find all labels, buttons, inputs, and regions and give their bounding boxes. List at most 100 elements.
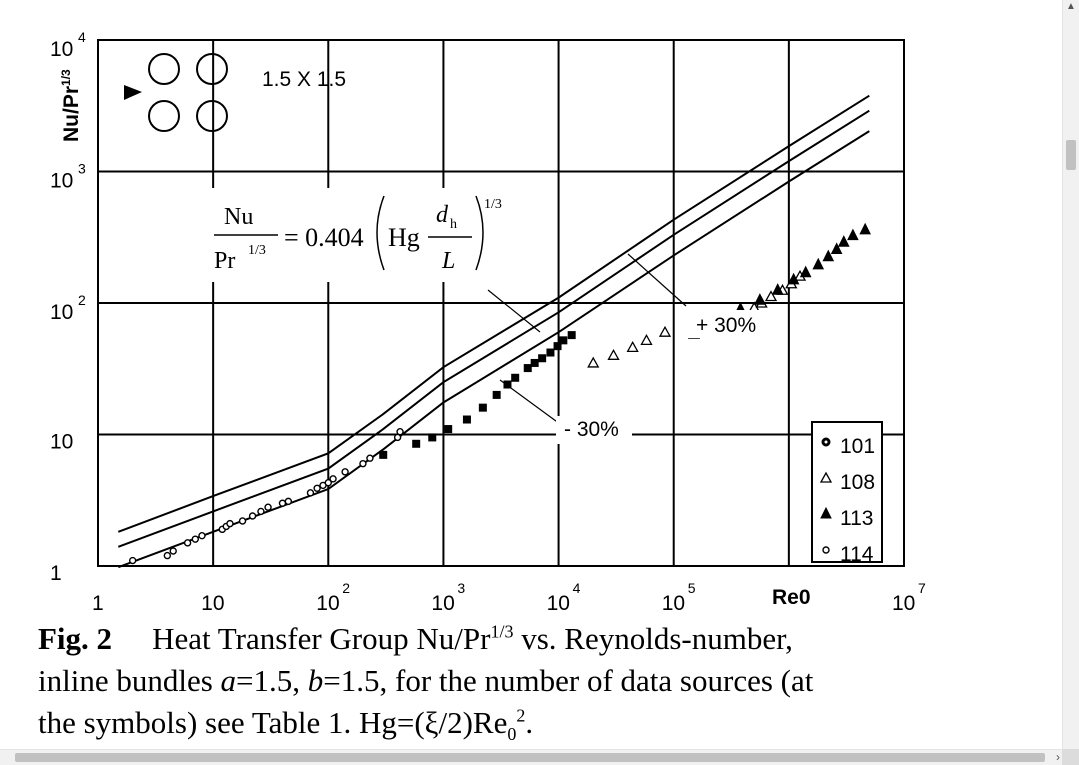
legend-item-101: 101 <box>821 435 875 458</box>
data-point-108 <box>587 356 600 368</box>
x-tick: 103 <box>431 580 465 615</box>
vertical-scroll-thumb[interactable] <box>1066 140 1076 170</box>
document-view: 1 10 10 2 10 3 10 4 10 5 10 7 1 10 10 2 10 3 10 4 Re0 Nu/P… <box>38 29 968 744</box>
geometry-label: 1.5 X 1.5 <box>262 68 346 91</box>
data-point-113 <box>837 235 850 247</box>
data-point-113 <box>822 249 835 262</box>
data-point-113 <box>799 265 812 278</box>
data-point-114 <box>257 507 265 516</box>
fit-line-correlation <box>117 109 870 548</box>
legend: 101 108 113 114 <box>811 421 883 566</box>
vertical-scrollbar[interactable]: ▲ <box>1062 0 1079 749</box>
caption-line-2: inline bundles a=1.5, b=1.5, for the num… <box>38 660 968 702</box>
y-tick-label: 10 <box>50 38 73 61</box>
x-tick-label: 10 <box>316 592 339 615</box>
y-tick-label: 10 <box>50 301 73 324</box>
data-point-114 <box>198 531 206 540</box>
tube-circle <box>196 53 228 85</box>
x-tick: 1 <box>92 592 104 615</box>
scrollbar-corner <box>1062 749 1079 765</box>
data-point-114 <box>284 497 293 506</box>
legend-item-108: 108 <box>819 471 875 494</box>
y-axis-label-exp: 1/3 <box>59 69 73 86</box>
data-point-101 <box>444 425 453 434</box>
data-point-114 <box>183 539 192 547</box>
caption-line-2-a: inline bundles <box>38 663 221 698</box>
equation-left-paren <box>376 195 385 271</box>
y-tick-labels: 1 10 10 2 10 3 10 4 <box>50 29 86 585</box>
equation-l: L <box>441 248 455 274</box>
data-point-108 <box>626 341 639 352</box>
minus-band-label-bg <box>556 416 632 444</box>
y-tick-exponent: 4 <box>78 29 86 45</box>
equation-leader <box>487 289 541 333</box>
plus-band-leader <box>627 253 687 307</box>
series-114 <box>128 428 404 565</box>
data-point-114 <box>324 478 332 487</box>
y-tick-label: 10 <box>50 431 73 454</box>
caption-line-2-b: =1.5, <box>236 663 308 698</box>
y-axis-label-text: Nu/Pr <box>60 86 83 142</box>
x-tick: 105 <box>662 580 696 615</box>
data-point-113 <box>830 242 843 255</box>
data-point-101 <box>559 336 568 345</box>
x-tick-label: 10 <box>201 592 224 615</box>
data-point-101 <box>553 342 562 351</box>
data-point-101 <box>530 358 539 367</box>
plus-band-label: + 30% <box>696 314 756 337</box>
y-tick-label: 10 <box>50 170 73 193</box>
legend-label: 101 <box>840 435 875 458</box>
data-point-101 <box>462 415 471 424</box>
series-101 <box>379 331 576 459</box>
horizontal-scrollbar[interactable]: › <box>0 749 1062 765</box>
data-point-114 <box>306 489 315 497</box>
data-point-113 <box>754 293 766 305</box>
scroll-right-arrow-icon[interactable]: › <box>1056 750 1060 764</box>
caption-line-1-text: Heat Transfer Group Nu/Pr <box>152 621 491 656</box>
x-tick: 10 <box>201 592 224 615</box>
minus-band-label: - 30% <box>564 418 619 441</box>
data-point-114 <box>396 428 404 436</box>
caption-line-1-rest: vs. Reynolds-number, <box>513 621 793 656</box>
legend-item-113: 113 <box>820 506 873 530</box>
caption-line-1: Fig. 2 Heat Transfer Group Nu/Pr1/3 vs. R… <box>38 618 968 660</box>
tube-circle <box>148 100 180 132</box>
data-point-108 <box>764 290 778 302</box>
x-tick-label: 10 <box>547 592 570 615</box>
data-point-101 <box>511 373 520 382</box>
data-point-114 <box>359 459 367 468</box>
x-tick-label: 1 <box>92 592 104 615</box>
caption-var-b: b <box>307 663 324 698</box>
data-point-108 <box>658 325 672 337</box>
tube-circle <box>196 100 228 132</box>
equation-pr: Pr <box>214 248 235 274</box>
y-axis-label: Nu/Pr1/3 <box>59 69 83 142</box>
data-point-101 <box>379 450 388 459</box>
legend-label: 114 <box>840 543 874 566</box>
x-tick: 104 <box>547 580 581 615</box>
data-point-113 <box>859 222 871 235</box>
data-point-101 <box>567 331 576 340</box>
data-point-114 <box>278 499 287 507</box>
data-point-101 <box>546 348 555 357</box>
data-point-101 <box>523 364 532 373</box>
x-tick-exponent: 2 <box>342 580 350 596</box>
data-point-114 <box>226 519 234 528</box>
x-tick-exponent: 4 <box>573 580 581 596</box>
x-tick-label: 10 <box>662 592 685 615</box>
tube-circle <box>148 53 180 85</box>
equation-coefficient: = 0.404 <box>284 223 364 252</box>
equation-hg: Hg <box>388 223 420 252</box>
caption-line-3-a: the symbols) see Table 1. Hg=(ξ/2)Re <box>38 705 508 740</box>
data-point-113 <box>812 257 825 270</box>
equation-pr-exponent: 1/3 <box>248 243 266 258</box>
data-point-114 <box>169 547 177 555</box>
plot-frame <box>97 39 905 567</box>
flow-arrow-icon <box>124 85 142 100</box>
y-tick-exponent: 2 <box>78 292 86 308</box>
horizontal-scroll-thumb[interactable] <box>15 753 1045 762</box>
scroll-up-arrow-icon[interactable]: ▲ <box>1066 1 1076 12</box>
x-tick-label: 10 <box>431 592 454 615</box>
y-tick: 1 <box>50 562 62 585</box>
